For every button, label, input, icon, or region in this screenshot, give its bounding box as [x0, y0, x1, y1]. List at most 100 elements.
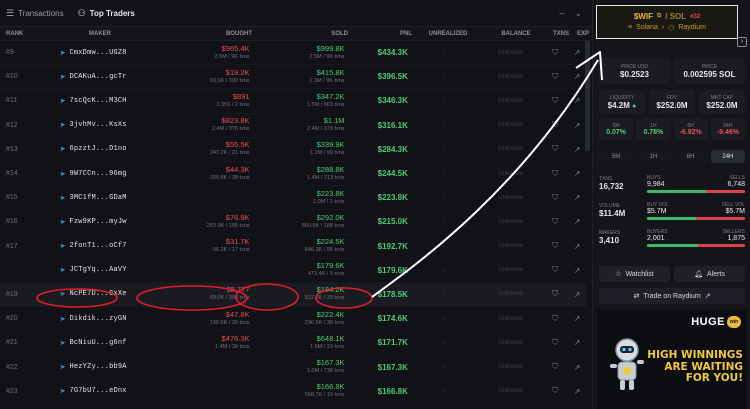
external-link-icon[interactable]: ↗ [573, 48, 581, 58]
col-txns[interactable]: TXNS [552, 30, 569, 37]
maker-cell[interactable]: ➤ HezYZy...bb9A [44, 363, 155, 371]
maker-address[interactable]: JCTgYq...AaVY [69, 266, 127, 275]
timeframe-6h[interactable]: 6H [673, 150, 708, 163]
col-unrealized[interactable]: UNREALIZED [428, 30, 468, 37]
timeframe-24h[interactable]: 24H [710, 150, 745, 163]
table-row[interactable]: #9 ➤ CmxDmw...UGZ8 $965.4K 2.5M / 9K txns $99… [0, 41, 586, 66]
table-row[interactable]: #21 ➤ BcNiuU...g6nf $476.3K 1.4M / 38 txns $6… [0, 331, 586, 356]
table-row[interactable]: #15 ➤ 3MC1fM...GDaM - $223.8K 1.0M / 1 txns $2… [0, 186, 586, 211]
maker-cell[interactable]: ➤ 3MC1fM...GDaM [44, 194, 155, 202]
watchlist-button[interactable]: ☆ Watchlist [599, 266, 670, 282]
filter-txns-icon[interactable]: ⛉ [552, 362, 559, 372]
maker-cell[interactable]: ➤ 2fonT1...oCf7 [44, 242, 155, 250]
external-link-icon[interactable]: ↗ [573, 362, 581, 372]
external-link-icon[interactable]: ↗ [573, 338, 581, 348]
col-pnl[interactable]: PNL [400, 30, 412, 37]
filter-txns-icon[interactable]: ⛉ [552, 313, 559, 323]
external-link-icon[interactable]: ↗ [573, 265, 581, 275]
minimize-icon[interactable]: – [559, 7, 565, 18]
table-row[interactable]: #17 ➤ 2fonT1...oCf7 $31.7K 96.2K / 17 txns $2… [0, 235, 586, 259]
tab-top-traders[interactable]: ⚇ Top Traders [78, 8, 135, 19]
maker-address[interactable]: 3jvhMv...KsXs [69, 121, 127, 130]
table-row[interactable]: #16 ➤ Fzw9KP...myJw $76.9K 253.3K / 105 txns… [0, 210, 586, 235]
trade-on-raydium-button[interactable]: ⇄ Trade on Raydium ↗ [599, 288, 745, 304]
filter-txns-icon[interactable]: ⛉ [552, 216, 559, 226]
maker-cell[interactable]: ➤ Dikdik...zyGN [44, 315, 155, 323]
col-rank[interactable]: RANK [6, 30, 24, 37]
external-link-icon[interactable]: ↗ [573, 96, 581, 106]
copy-icon[interactable]: ⧉ [656, 13, 662, 19]
collapse-panel-icon[interactable]: › [737, 37, 747, 47]
table-row[interactable]: #22 ➤ HezYZy...bb9A - $167.3K 1.0M / 738 txns… [0, 355, 586, 380]
maker-cell[interactable]: ➤ 7G7bU7...eDnx [44, 387, 155, 395]
external-link-icon[interactable]: ↗ [573, 386, 581, 396]
table-scrollbar[interactable] [585, 41, 590, 151]
filter-txns-icon[interactable]: ⛉ [552, 265, 559, 275]
filter-txns-icon[interactable]: ⛉ [552, 289, 559, 299]
col-maker[interactable]: MAKER [89, 30, 111, 37]
external-link-icon[interactable]: ↗ [573, 144, 581, 154]
filter-txns-icon[interactable]: ⛉ [552, 192, 559, 202]
external-link-icon[interactable]: ↗ [573, 217, 581, 227]
filter-txns-icon[interactable]: ⛉ [552, 386, 559, 396]
maker-cell[interactable]: ➤ BcNiuU...g6nf [44, 339, 155, 347]
maker-cell[interactable]: ➤ CmxDmw...UGZ8 [44, 49, 155, 57]
maker-cell[interactable]: ➤ DCAKuA...gcTr [44, 73, 155, 81]
col-sold[interactable]: SOLD [331, 30, 348, 37]
advertisement-banner[interactable]: HUGE win HIGH WINNINGS ARE WAITING FOR Y… [597, 310, 747, 409]
maker-address[interactable]: NcPE7D...GxXe [69, 290, 127, 299]
table-row[interactable]: #13 ➤ 6pzztJ...D1no $55.5K 247.2K / 21 txns $… [0, 138, 586, 162]
maker-cell[interactable]: ➤ JCTgYq...AaVY [44, 266, 155, 274]
external-link-icon[interactable]: ↗ [573, 241, 581, 251]
tab-transactions[interactable]: ☰ Transactions [6, 8, 64, 19]
filter-txns-icon[interactable]: ⛉ [552, 95, 559, 105]
col-bought[interactable]: BOUGHT [226, 30, 252, 37]
filter-txns-icon[interactable]: ⛉ [552, 337, 559, 347]
table-row[interactable]: #19 ➤ NcPE7D...GxXe $5,777 69.0K / 300 txns $… [0, 282, 586, 308]
table-row[interactable]: #12 ➤ 3jvhMv...KsXs $823.8K 2.4M / 376 txns $… [0, 114, 586, 138]
filter-txns-icon[interactable]: ⛉ [552, 144, 559, 154]
maker-cell[interactable]: ➤ NcPE7D...GxXe [44, 290, 155, 298]
maker-address[interactable]: BcNiuU...g6nf [69, 338, 127, 347]
table-row[interactable]: #14 ➤ 9W7CCn...96mg $44.3K 206.8K / 39 txns $… [0, 162, 586, 187]
dex-name[interactable]: Raydium [678, 24, 706, 31]
maker-address[interactable]: 7scQcK...M3CH [69, 96, 127, 105]
chevron-down-icon[interactable]: ⌄ [574, 7, 582, 18]
maker-cell[interactable]: ➤ 6pzztJ...D1no [44, 145, 155, 153]
maker-cell[interactable]: ➤ 9W7CCn...96mg [44, 170, 155, 178]
maker-cell[interactable]: ➤ 3jvhMv...KsXs [44, 121, 155, 129]
table-row[interactable]: #11 ➤ 7scQcK...M3CH $891 2,359 / 2 txns $347.… [0, 89, 586, 114]
maker-address[interactable]: 9W7CCn...96mg [69, 169, 127, 178]
external-link-icon[interactable]: ↗ [573, 120, 581, 130]
timeframe-5m[interactable]: 5M [599, 150, 634, 163]
external-link-icon[interactable]: ↗ [573, 314, 581, 324]
maker-address[interactable]: 2fonT1...oCf7 [69, 242, 127, 251]
timeframe-1h[interactable]: 1H [636, 150, 671, 163]
maker-address[interactable]: 3MC1fM...GDaM [69, 193, 127, 202]
maker-address[interactable]: DCAKuA...gcTr [69, 72, 127, 81]
filter-txns-icon[interactable]: ⛉ [552, 47, 559, 57]
maker-address[interactable]: CmxDmw...UGZ8 [69, 48, 127, 57]
table-row[interactable]: #23 ➤ 7G7bU7...eDnx - $166.8K 568.7K / 15 txn… [0, 380, 586, 404]
maker-address[interactable]: Dikdik...zyGN [69, 314, 127, 323]
maker-address[interactable]: Fzw9KP...myJw [69, 217, 127, 226]
maker-cell[interactable]: ➤ Fzw9KP...myJw [44, 218, 155, 226]
external-link-icon[interactable]: ↗ [573, 193, 581, 203]
filter-txns-icon[interactable]: ⛉ [552, 241, 559, 251]
col-balance[interactable]: BALANCE [501, 30, 531, 37]
maker-address[interactable]: HezYZy...bb9A [69, 363, 127, 372]
maker-cell[interactable]: ➤ 7scQcK...M3CH [44, 97, 155, 105]
table-row[interactable]: #10 ➤ DCAKuA...gcTr $19.2K 69.0K / 300 txns $… [0, 65, 586, 90]
maker-address[interactable]: 7G7bU7...eDnx [69, 387, 127, 396]
filter-txns-icon[interactable]: ⛉ [552, 168, 559, 178]
external-link-icon[interactable]: ↗ [573, 169, 581, 179]
table-row[interactable]: #20 ➤ Dikdik...zyGN $47.8K 138.5K / 26 txns $… [0, 307, 586, 332]
filter-txns-icon[interactable]: ⛉ [552, 71, 559, 81]
external-link-icon[interactable]: ↗ [573, 289, 581, 299]
col-exp[interactable]: EXP [576, 30, 589, 37]
table-row[interactable]: ➤ JCTgYq...AaVY - $179.6K 473.4K / 5 txns $17… [0, 259, 586, 283]
alerts-button[interactable]: 🔔︎ Alerts [674, 266, 745, 282]
chain-name[interactable]: Solana [636, 24, 658, 31]
filter-txns-icon[interactable]: ⛉ [552, 120, 559, 130]
external-link-icon[interactable]: ↗ [573, 72, 581, 82]
